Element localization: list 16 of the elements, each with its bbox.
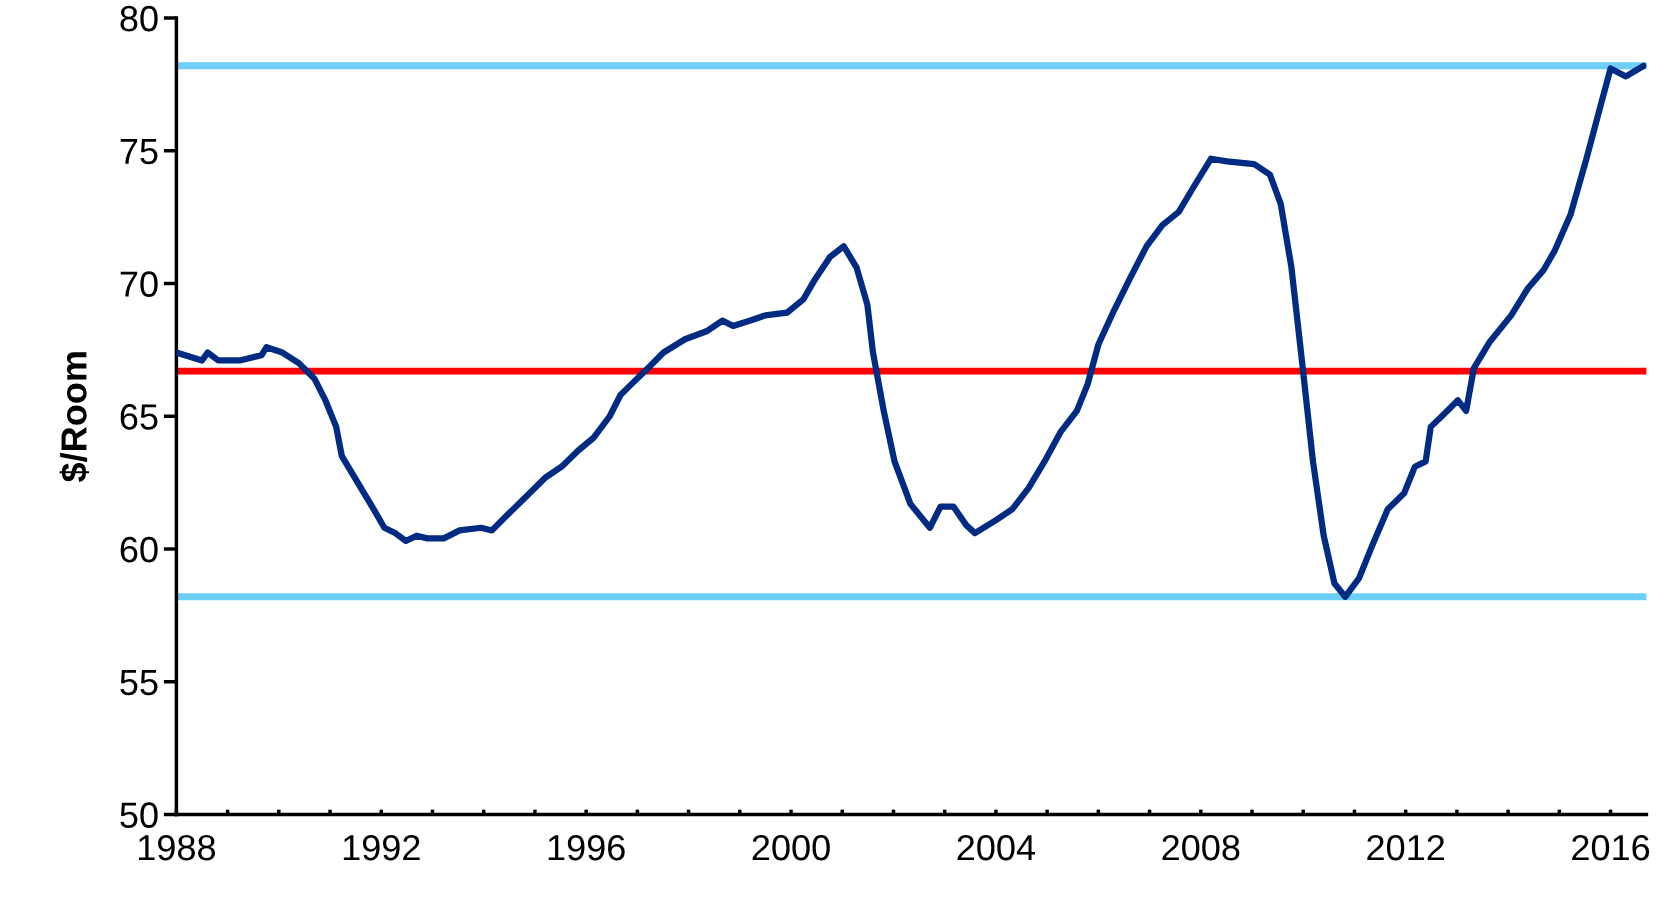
x-tick-label: 1992 [343, 834, 420, 861]
x-tick-label: 2004 [957, 834, 1036, 861]
y-tick-label: 60 [120, 536, 158, 563]
x-tick-label: 2012 [1367, 834, 1445, 861]
y-tick-label: 65 [120, 404, 158, 430]
y-axis-title: $/Room [59, 352, 90, 482]
x-tick-label: 2000 [752, 834, 830, 861]
x-tick-label: 2016 [1572, 834, 1650, 861]
x-tick-label: 1988 [138, 834, 215, 861]
y-tick-label: 50 [120, 802, 158, 828]
y-tick-label: 75 [120, 138, 158, 165]
y-tick-label: 70 [120, 271, 158, 297]
x-tick-label: 1996 [548, 834, 625, 861]
y-tick-label: 80 [120, 5, 158, 32]
x-tick-label: 2008 [1162, 834, 1240, 861]
y-tick-label: 55 [120, 669, 158, 696]
